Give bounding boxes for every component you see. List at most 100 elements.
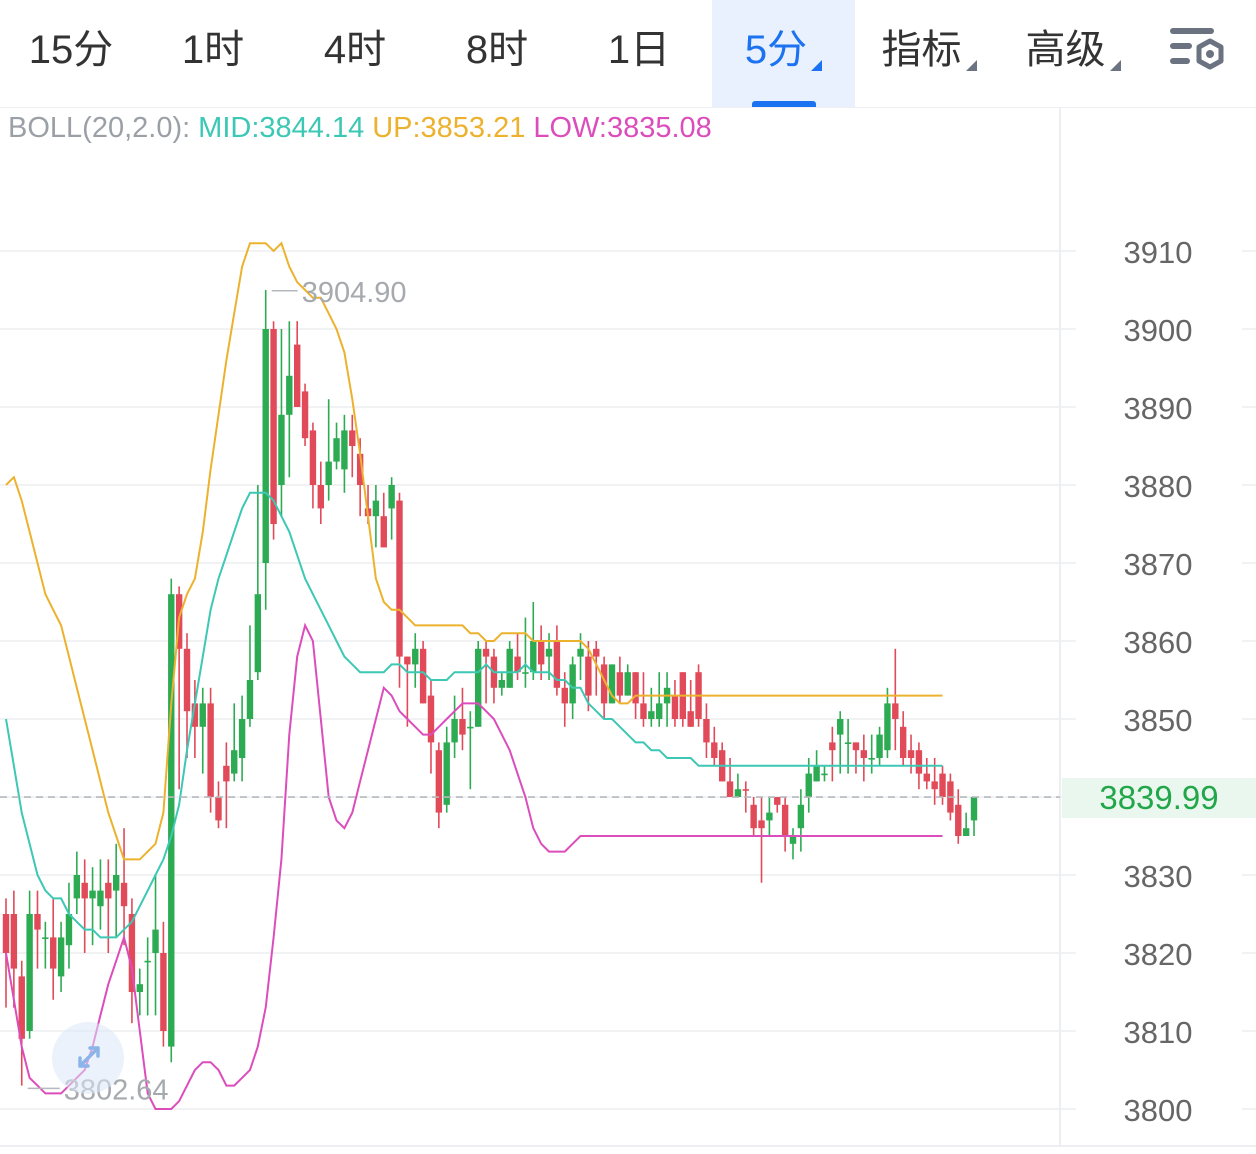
candle-body xyxy=(34,914,41,930)
candle-body xyxy=(65,914,73,946)
tabbar-divider xyxy=(0,107,1256,108)
candle-body xyxy=(585,656,592,696)
candle-body xyxy=(105,882,112,899)
candle-body xyxy=(939,773,946,797)
candle-body xyxy=(789,836,797,844)
candle-body xyxy=(608,664,616,704)
candle-body xyxy=(632,672,639,704)
candle-body xyxy=(671,695,679,719)
candle-body xyxy=(419,648,427,704)
tab-4h[interactable]: 4时 xyxy=(284,0,426,107)
tab-15m[interactable]: 15分 xyxy=(0,0,142,107)
y-tick-label: 3810 xyxy=(1124,1015,1193,1050)
candle-body xyxy=(309,430,317,485)
candle-body xyxy=(325,461,332,485)
candle-body xyxy=(356,453,364,485)
zoom-expand-button[interactable] xyxy=(52,1022,124,1094)
candle-body xyxy=(545,648,553,657)
candle-body xyxy=(42,937,49,939)
candle-body xyxy=(750,804,757,829)
tab-label: 1时 xyxy=(181,28,245,72)
candle-body xyxy=(553,641,561,688)
candle-body xyxy=(112,875,120,891)
candle-body xyxy=(152,929,159,953)
candle-body xyxy=(301,391,309,439)
y-tick-label: 3830 xyxy=(1124,859,1193,894)
candle-body xyxy=(215,797,222,821)
candle-body xyxy=(136,984,143,992)
candlestick-chart[interactable]: 3910390038903880387038603850384038303820… xyxy=(0,108,1256,1154)
candle-body xyxy=(884,703,891,751)
tab-advanced[interactable]: 高级 xyxy=(1002,0,1144,107)
candle-body xyxy=(742,789,749,791)
candle-body xyxy=(199,703,206,727)
candle-body xyxy=(223,765,230,782)
boll-up-value: UP:3853.21 xyxy=(372,112,526,144)
candle-body xyxy=(860,750,868,758)
tab-8h[interactable]: 8时 xyxy=(426,0,568,107)
candle-body xyxy=(970,797,978,821)
candle-body xyxy=(758,820,765,829)
boll-low-line xyxy=(5,622,943,1110)
candle-body xyxy=(120,882,128,907)
candle-body xyxy=(238,719,246,758)
high-price-label: 3904.90 xyxy=(302,277,407,309)
candle-body xyxy=(522,672,529,674)
y-tick-label: 3910 xyxy=(1124,235,1193,270)
candle-body xyxy=(270,329,277,524)
tab-1h[interactable]: 1时 xyxy=(142,0,284,107)
candle-body xyxy=(10,914,18,969)
candle-body xyxy=(144,960,151,963)
candle-body xyxy=(459,719,466,735)
candle-body xyxy=(246,680,254,719)
candle-body xyxy=(899,726,907,758)
candle-body xyxy=(624,672,631,696)
timeframe-tabbar: 15分 1时 4时 8时 1日 5分 指标 高级 xyxy=(0,0,1256,107)
candle-body xyxy=(18,976,25,1039)
candle-body xyxy=(734,789,742,797)
candle-body xyxy=(293,344,301,407)
tab-label: 高级 xyxy=(1025,28,1106,72)
tab-1d[interactable]: 1日 xyxy=(568,0,710,107)
candle-body xyxy=(467,726,474,729)
candle-body xyxy=(530,641,537,673)
boll-low-value: LOW:3835.08 xyxy=(533,112,712,144)
tab-indicators[interactable]: 指标 xyxy=(858,0,1000,107)
candle-body xyxy=(640,703,647,719)
y-tick-label: 3890 xyxy=(1124,391,1193,426)
candle-body xyxy=(349,430,356,446)
y-tick-label: 3800 xyxy=(1124,1093,1193,1128)
candle-body xyxy=(254,594,262,673)
tab-5m[interactable]: 5分 xyxy=(712,0,855,107)
candle-body xyxy=(207,703,214,797)
candle-body xyxy=(2,914,10,953)
tab-label: 4时 xyxy=(323,28,387,72)
candle-body xyxy=(451,719,458,743)
candle-body xyxy=(427,695,435,743)
candle-body xyxy=(191,703,199,727)
candle-body xyxy=(577,648,584,657)
candle-body xyxy=(160,953,167,1031)
boll-mid-value: MID:3844.14 xyxy=(198,112,365,144)
candle-body xyxy=(97,890,104,907)
dropdown-triangle-icon xyxy=(811,60,823,71)
candle-body xyxy=(915,750,923,774)
y-tick-label: 3850 xyxy=(1124,703,1193,738)
tab-label: 1日 xyxy=(607,28,671,72)
candle-body xyxy=(537,641,545,665)
candle-body xyxy=(600,664,608,704)
candle-body xyxy=(333,438,340,462)
boll-up-line xyxy=(5,241,943,861)
candle-body xyxy=(514,656,521,673)
active-tab-indicator xyxy=(752,101,816,107)
chart-settings-icon[interactable] xyxy=(1166,24,1228,76)
dropdown-triangle-icon xyxy=(1109,60,1121,71)
candle-body xyxy=(797,804,805,829)
candle-body xyxy=(380,516,387,548)
y-tick-label: 3820 xyxy=(1124,937,1193,972)
candle-body xyxy=(89,890,96,899)
candle-body xyxy=(892,703,899,719)
y-tick-label: 3880 xyxy=(1124,469,1193,504)
candle-body xyxy=(286,375,293,415)
candle-body xyxy=(404,656,411,665)
